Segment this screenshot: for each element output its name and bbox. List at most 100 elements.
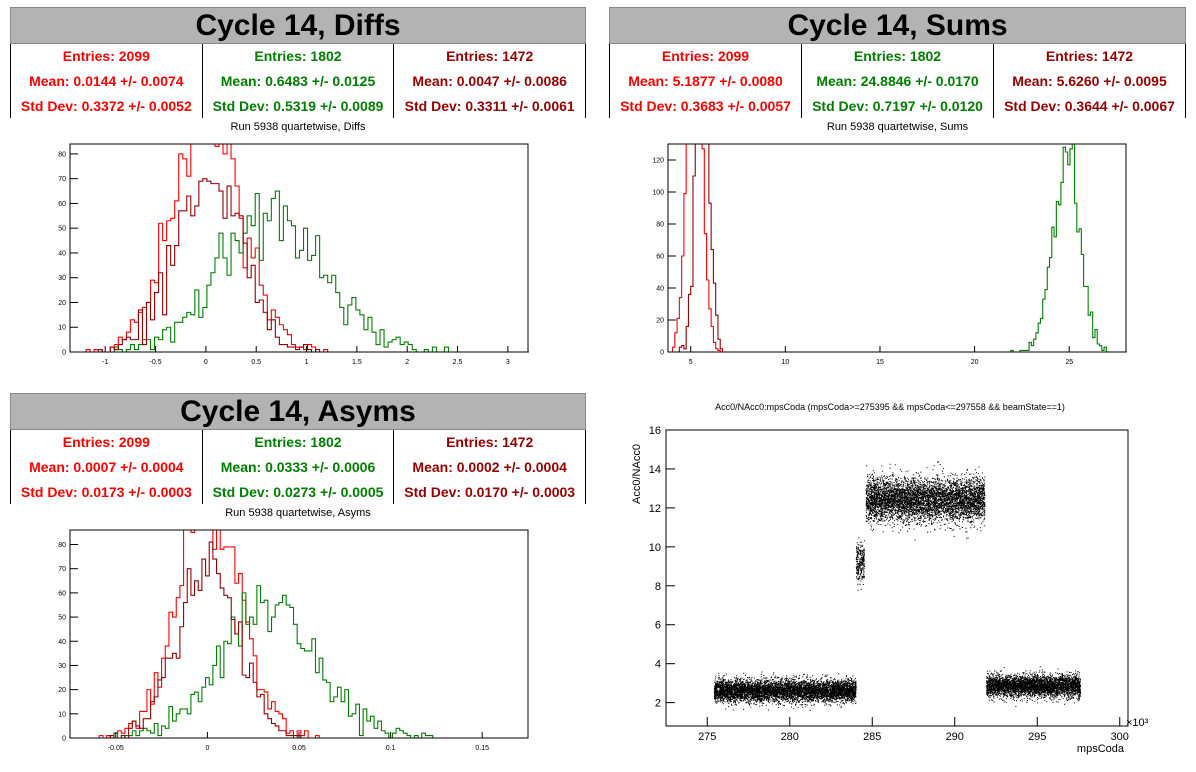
sums-histogram: 5 10 15 20 25 0 20 40 60 80 100 120	[652, 143, 1127, 366]
x-tick-label: 2.5	[453, 359, 463, 366]
sums-stats-darkred: Entries: 1472 Mean: 5.6260 +/- 0.0095 St…	[994, 44, 1185, 118]
x-tick-label: 275	[698, 731, 716, 743]
y-tick-label: 120	[652, 158, 664, 165]
std-text: Std Dev: 0.3644 +/- 0.0067	[1004, 97, 1175, 114]
y-tick-label: 10	[58, 325, 66, 332]
plot-frame	[665, 429, 1129, 727]
std-text: Std Dev: 0.3372 +/- 0.0052	[20, 97, 192, 114]
scatter-title: Acc0/NAcc0:mpsCoda (mpsCoda>=275395 && m…	[715, 402, 1065, 412]
y-tick-label: 50	[58, 226, 66, 233]
x-tick-label: 285	[863, 731, 881, 743]
x-tick-label: 290	[946, 731, 964, 743]
mean-text: Mean: 0.0007 +/- 0.0004	[29, 458, 184, 475]
histogram-series	[70, 190, 530, 353]
x-tick-label: 3	[506, 359, 510, 366]
y-tick-label: 80	[58, 542, 66, 549]
x-tick-label: 15	[876, 359, 884, 366]
sums-title: Cycle 14, Sums	[609, 7, 1186, 44]
y-tick-label: 0	[62, 736, 66, 743]
std-text: Std Dev: 0.0173 +/- 0.0003	[20, 483, 192, 500]
scatter-x-exponent: ×10³	[1126, 717, 1149, 729]
y-tick-label: 20	[656, 318, 664, 325]
plot-frame	[667, 143, 1127, 353]
x-tick-label: 0.05	[292, 745, 306, 752]
entries-text: Entries: 1802	[254, 434, 342, 451]
asyms-run-label: Run 5938 quartetwise, Asyms	[225, 507, 371, 519]
x-tick-label: 0.1	[386, 745, 396, 752]
sums-stats-green: Entries: 1802 Mean: 24.8846 +/- 0.0170 S…	[802, 44, 994, 118]
entries-text: Entries: 1472	[446, 48, 534, 65]
y-tick-label: 30	[58, 663, 66, 670]
asyms-histogram: -0.05 0 0.05 0.1 0.15 0 10 20 30 40 50 60 70 80	[58, 529, 529, 752]
x-tick-label: -0.05	[108, 745, 124, 752]
y-tick-label: 40	[656, 286, 664, 293]
y-tick-label: 60	[656, 254, 664, 261]
x-tick-label: 0	[205, 745, 209, 752]
sums-stats-box: Entries: 2099 Mean: 5.1877 +/- 0.0080 St…	[609, 44, 1186, 118]
histogram-series	[70, 178, 530, 353]
y-tick-label: 40	[58, 639, 66, 646]
histogram-series	[70, 529, 528, 739]
entries-text: Entries: 1802	[254, 48, 342, 65]
histogram-series	[668, 143, 1127, 353]
x-tick-label: 295	[1028, 731, 1046, 743]
entries-text: Entries: 1472	[446, 434, 534, 451]
plot-frame	[69, 529, 529, 739]
y-tick-label: 50	[58, 615, 66, 622]
mean-text: Mean: 0.6483 +/- 0.0125	[220, 72, 376, 89]
y-tick-label: 30	[58, 275, 66, 282]
asyms-stats-green: Entries: 1802 Mean: 0.0333 +/- 0.0006 St…	[203, 430, 395, 504]
y-tick-label: 4	[655, 659, 661, 671]
mean-text: Mean: 0.0144 +/- 0.0074	[29, 72, 184, 89]
y-tick-label: 14	[649, 464, 661, 476]
asyms-stats-red: Entries: 2099 Mean: 0.0007 +/- 0.0004 St…	[11, 430, 203, 504]
x-tick-label: -0.5	[150, 359, 162, 366]
entries-text: Entries: 2099	[62, 48, 150, 65]
y-tick-label: 80	[656, 222, 664, 229]
y-tick-label: 10	[649, 542, 661, 554]
std-text: Std Dev: 0.5319 +/- 0.0089	[212, 97, 384, 114]
y-tick-label: 70	[58, 176, 66, 183]
y-tick-label: 20	[58, 687, 66, 694]
entries-text: Entries: 1802	[853, 48, 942, 65]
diffs-title: Cycle 14, Diffs	[10, 7, 586, 44]
y-tick-label: 0	[660, 350, 664, 357]
x-tick-label: 0.15	[475, 745, 489, 752]
x-tick-label: 1	[305, 359, 309, 366]
x-tick-label: 10	[781, 359, 789, 366]
y-tick-label: 16	[649, 425, 661, 437]
x-tick-label: 1.5	[352, 359, 362, 366]
y-tick-label: 100	[652, 190, 664, 197]
std-text: Std Dev: 0.7197 +/- 0.0120	[812, 97, 983, 114]
diffs-stats-green: Entries: 1802 Mean: 0.6483 +/- 0.0125 St…	[203, 44, 395, 118]
x-tick-label: -1	[102, 359, 108, 366]
y-tick-label: 80	[58, 151, 66, 158]
x-tick-label: 25	[1065, 359, 1073, 366]
y-tick-label: 6	[655, 620, 661, 632]
mean-text: Mean: 0.0047 +/- 0.0086	[412, 72, 567, 89]
diffs-stats-box: Entries: 2099 Mean: 0.0144 +/- 0.0074 St…	[10, 44, 586, 118]
y-tick-label: 10	[58, 711, 66, 718]
y-tick-label: 12	[649, 503, 661, 515]
asyms-stats-darkred: Entries: 1472 Mean: 0.0002 +/- 0.0004 St…	[394, 430, 585, 504]
plot-frame	[69, 143, 529, 353]
mean-text: Mean: 0.0002 +/- 0.0004	[412, 458, 567, 475]
asyms-title: Cycle 14, Asyms	[10, 393, 586, 430]
std-text: Std Dev: 0.3683 +/- 0.0057	[620, 97, 791, 114]
histogram-series	[70, 541, 528, 739]
std-text: Std Dev: 0.0170 +/- 0.0003	[404, 483, 576, 500]
y-tick-label: 40	[58, 250, 66, 257]
histogram-series	[668, 143, 1127, 353]
x-tick-label: 5	[689, 359, 693, 366]
mean-text: Mean: 5.6260 +/- 0.0095	[1012, 72, 1167, 89]
y-tick-label: 2	[655, 698, 661, 710]
x-tick-label: 0	[204, 359, 208, 366]
std-text: Std Dev: 0.0273 +/- 0.0005	[212, 483, 384, 500]
x-tick-label: 2	[405, 359, 409, 366]
y-tick-label: 60	[58, 590, 66, 597]
entries-text: Entries: 1472	[1045, 48, 1134, 65]
y-tick-label: 70	[58, 566, 66, 573]
diffs-stats-red: Entries: 2099 Mean: 0.0144 +/- 0.0074 St…	[11, 44, 203, 118]
x-tick-label: 20	[971, 359, 979, 366]
